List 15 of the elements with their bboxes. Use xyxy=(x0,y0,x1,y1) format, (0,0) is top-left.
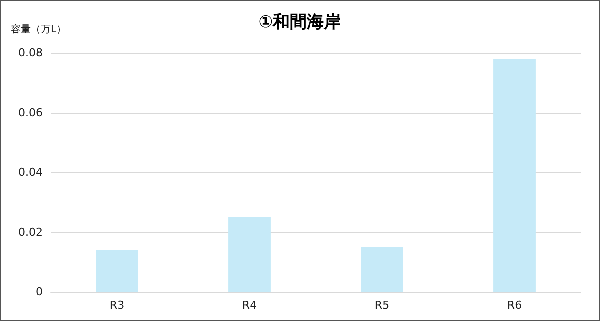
y-tick-label: 0.06 xyxy=(18,106,43,120)
x-tick-label: R6 xyxy=(507,299,522,312)
bar xyxy=(361,247,404,292)
y-axis-title: 容量（万L） xyxy=(11,24,67,36)
bar xyxy=(494,58,536,292)
chart-title: ①和間海岸 xyxy=(258,12,342,32)
bar xyxy=(96,250,138,292)
y-tick-label: 0.08 xyxy=(18,46,43,60)
y-tick-label: 0.02 xyxy=(18,226,43,239)
y-tick-label: 0 xyxy=(36,286,43,298)
bar xyxy=(228,217,271,292)
x-tick-label: R3 xyxy=(110,299,125,312)
y-tick-label: 0.04 xyxy=(18,166,43,179)
x-tick-label: R4 xyxy=(242,299,258,312)
x-tick-label: R5 xyxy=(374,299,390,312)
